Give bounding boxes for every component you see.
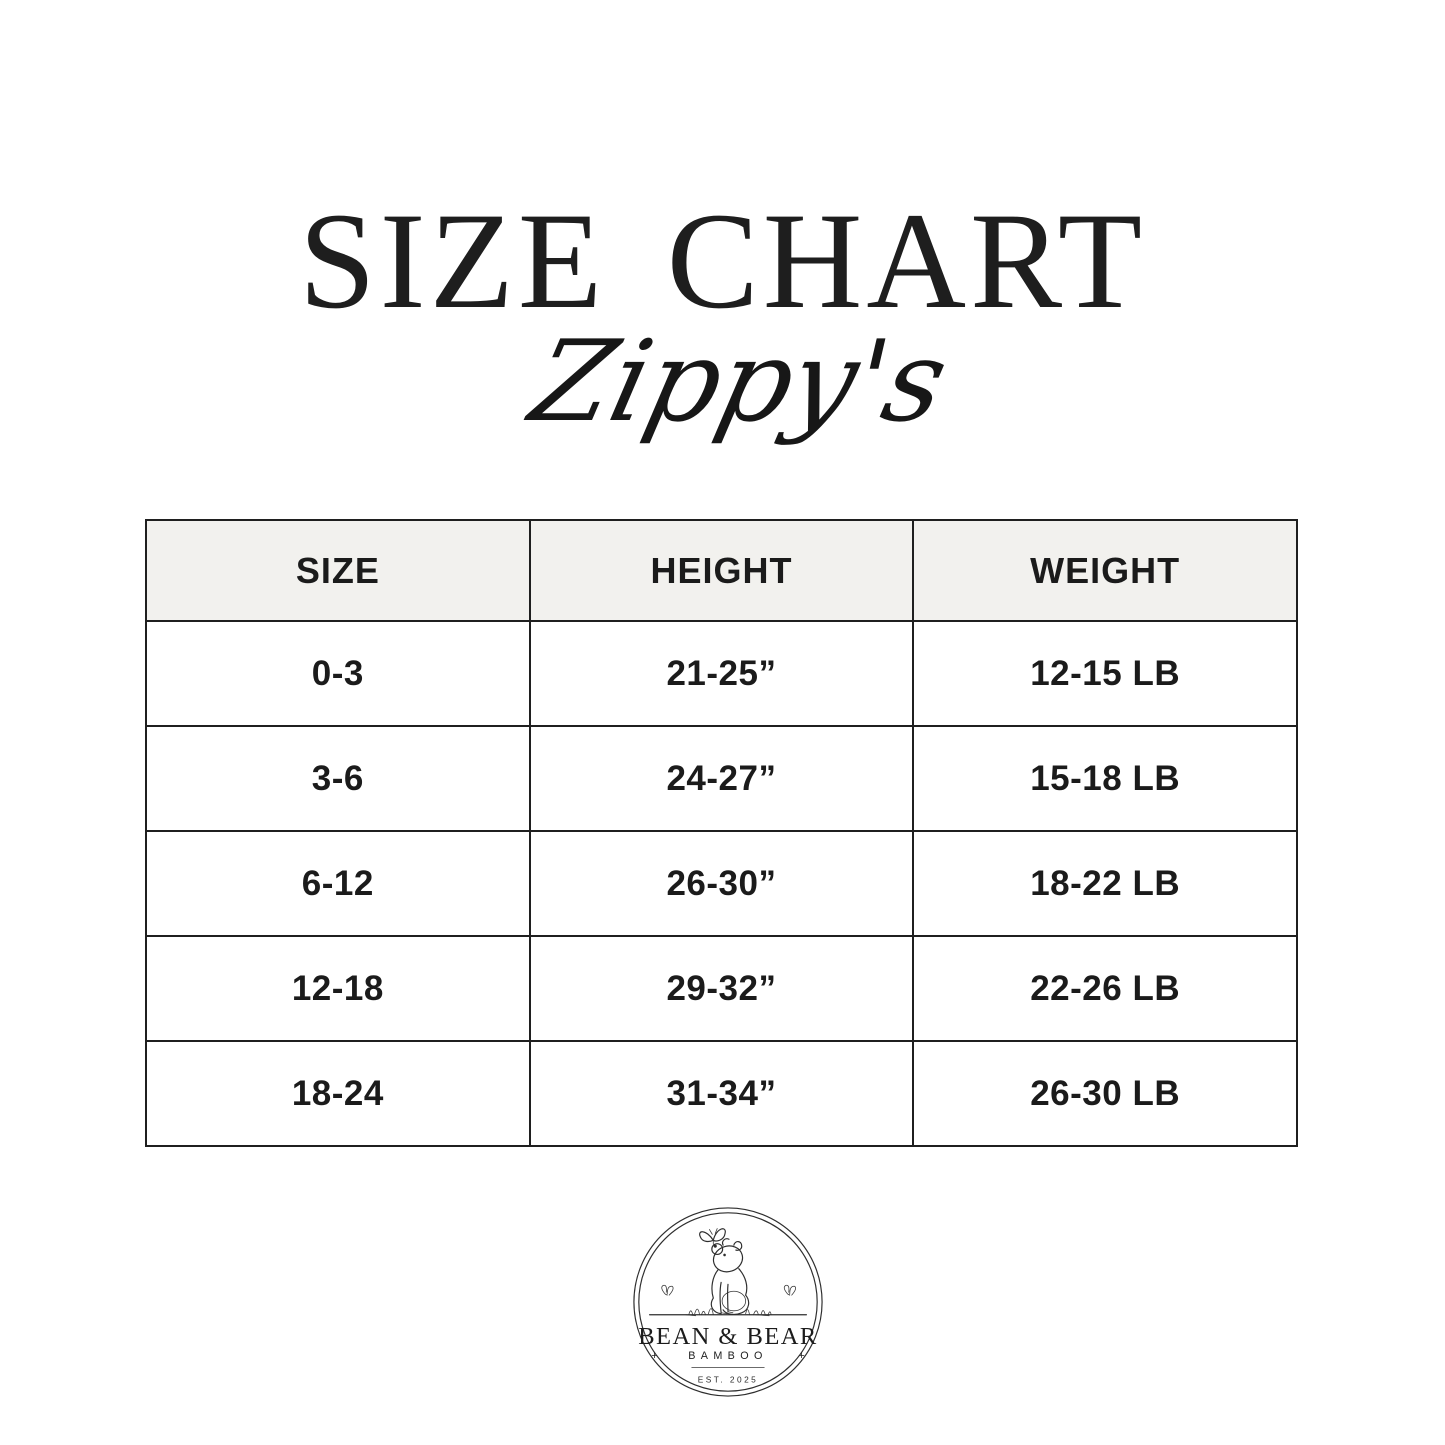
weight-cell: 12-15 LB: [912, 620, 1298, 727]
weight-cell: 18-22 LB: [912, 830, 1298, 937]
title-block: SIZE CHART: [0, 192, 1445, 330]
table-row: 0-3 21-25” 12-15 LB: [145, 620, 1298, 727]
size-cell: 12-18: [145, 935, 531, 1042]
column-header-size: SIZE: [145, 519, 531, 622]
height-cell: 26-30”: [528, 830, 915, 937]
table-row: 12-18 29-32” 22-26 LB: [145, 935, 1298, 1042]
weight-cell: 15-18 LB: [912, 725, 1298, 832]
table-row: 3-6 24-27” 15-18 LB: [145, 725, 1298, 832]
size-chart-table: SIZE HEIGHT WEIGHT 0-3 21-25” 12-15 LB 3…: [145, 519, 1298, 1147]
height-cell: 31-34”: [528, 1040, 915, 1147]
table-row: 18-24 31-34” 26-30 LB: [145, 1040, 1298, 1147]
bear-cub-with-butterfly-icon: [661, 1228, 796, 1317]
logo-outer-ring: [633, 1207, 823, 1397]
weight-cell: 26-30 LB: [912, 1040, 1298, 1147]
brand-name: BEAN & BEAR: [638, 1323, 818, 1350]
plus-decor-left: +: [651, 1350, 657, 1362]
size-cell: 18-24: [145, 1040, 531, 1147]
size-cell: 6-12: [145, 830, 531, 937]
size-cell: 0-3: [145, 620, 531, 727]
established-year: EST. 2025: [698, 1374, 758, 1384]
logo-inner-ring: [638, 1212, 818, 1392]
brand-logo: BEAN & BEAR + BAMBOO + EST. 2025: [630, 1204, 826, 1400]
product-name-script: Zippy's: [520, 317, 959, 447]
brand-logo-stamp: BEAN & BEAR + BAMBOO + EST. 2025: [633, 1207, 823, 1397]
page-title: SIZE CHART: [298, 184, 1147, 337]
size-cell: 3-6: [145, 725, 531, 832]
table-header-row: SIZE HEIGHT WEIGHT: [145, 519, 1298, 622]
height-cell: 24-27”: [528, 725, 915, 832]
column-header-height: HEIGHT: [528, 519, 915, 622]
table-row: 6-12 26-30” 18-22 LB: [145, 830, 1298, 937]
height-cell: 21-25”: [528, 620, 915, 727]
height-cell: 29-32”: [528, 935, 915, 1042]
weight-cell: 22-26 LB: [912, 935, 1298, 1042]
plus-decor-right: +: [798, 1350, 804, 1362]
column-header-weight: WEIGHT: [912, 519, 1298, 622]
brand-tagline: BAMBOO: [688, 1350, 768, 1362]
